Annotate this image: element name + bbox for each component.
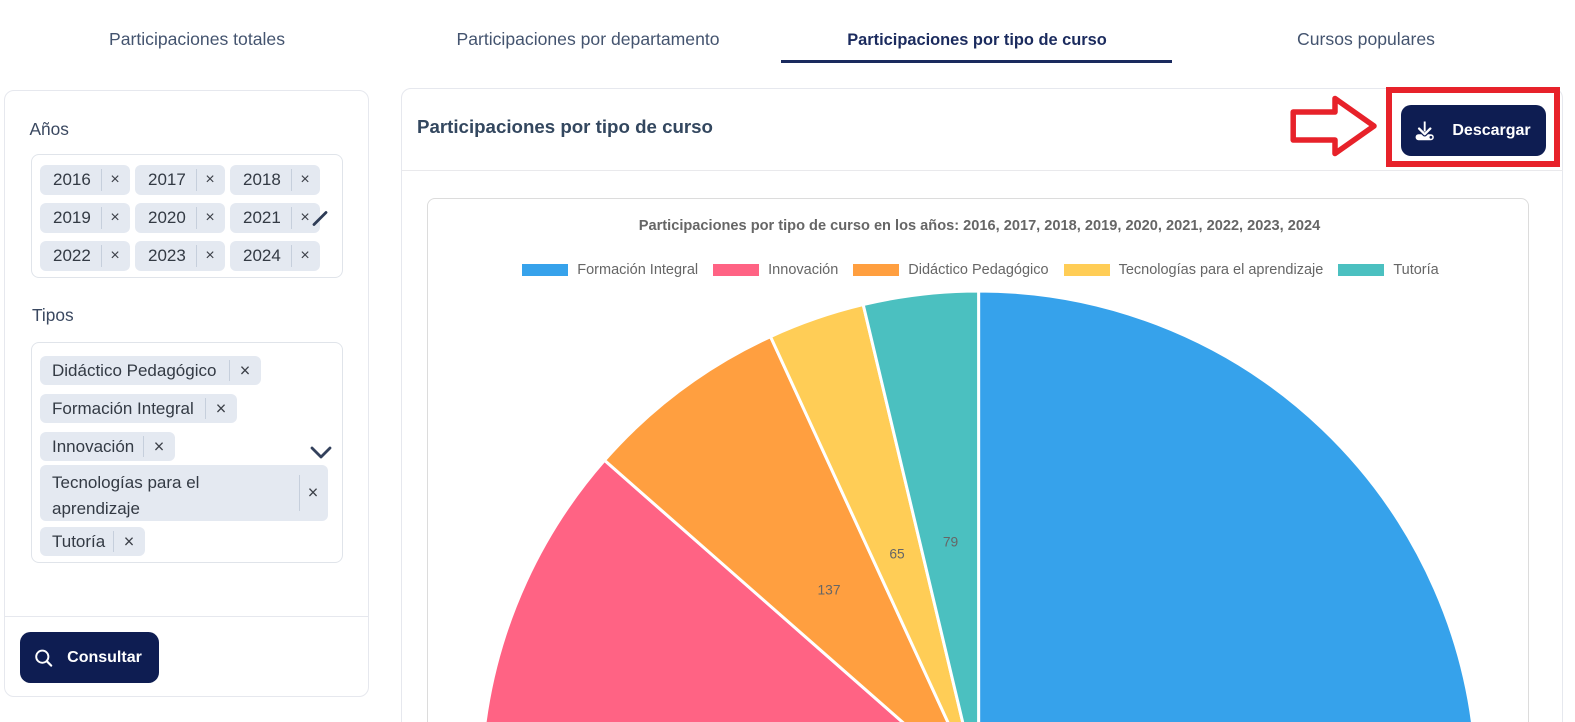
svg-text:137: 137	[817, 583, 840, 598]
svg-text:65: 65	[889, 547, 905, 562]
svg-text:79: 79	[943, 535, 959, 550]
